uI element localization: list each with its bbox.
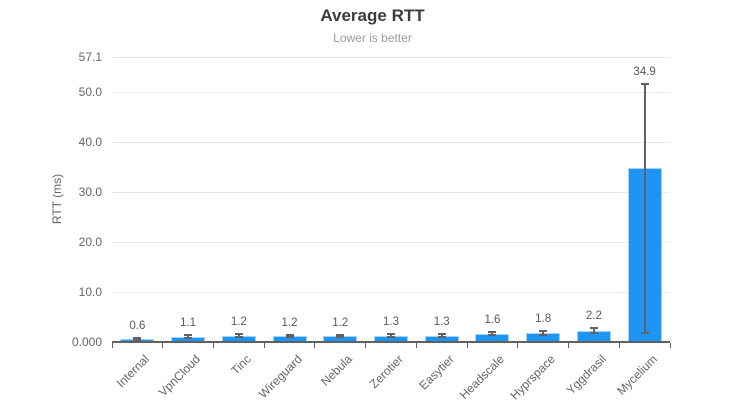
y-tick-label: 0.000 [71,335,102,349]
error-bar-line [390,334,392,337]
bar-value-label: 1.2 [332,316,349,329]
bar-value-label: 34.9 [633,65,656,78]
error-bar-cap-top [184,333,193,336]
error-bar-line [643,83,646,333]
error-bar-cap-top [234,333,243,336]
error-bar-cap-top [640,82,649,85]
error-bar-line [440,333,443,337]
x-axis-tick [263,343,265,348]
error-bar-cap-top [437,332,446,335]
error-bar-cap-top [133,336,142,339]
x-axis-line [112,341,670,343]
x-axis-tick [568,343,570,348]
bar-value-label: 1.6 [484,314,501,327]
gridline [112,91,670,93]
gridline [112,56,670,58]
error-bar-line [491,332,494,336]
bar-value-label: 1.3 [433,315,450,328]
error-bar-line [542,331,545,335]
y-tick-label: 50.0 [78,85,102,100]
x-axis-tick [111,343,113,348]
error-bar-cap-bottom [437,335,446,338]
bar-value-label: 1.2 [230,316,247,329]
x-axis-tick [212,343,214,348]
error-bar-line [136,337,139,341]
error-bar-cap-top [488,331,497,334]
x-axis-label-internal: Internal [114,352,153,391]
error-bar-cap-bottom [184,336,193,339]
x-axis-tick [466,343,468,348]
plot-area: 0.000 10.0 20.0 30.0 40.0 50.0 57.1 0.6 Internal… [72,50,671,400]
error-bar-line [288,334,291,337]
error-bar-cap-top [387,333,395,335]
bar-value-label: 1.1 [180,316,197,329]
error-bar-cap-bottom [234,336,243,338]
error-bar-cap-top [539,330,548,333]
error-bar-line [339,334,342,337]
chart-subtitle: Lower is better [333,31,412,45]
bar-value-label: 1.2 [281,316,298,329]
error-bar-line [187,334,190,338]
gridline [112,141,670,143]
error-bar-line [237,334,240,337]
bar-value-label: 1.8 [535,313,552,326]
x-axis-tick [365,343,367,348]
bar-value-label: 1.3 [383,316,399,328]
error-bar-cap-bottom [387,335,395,338]
x-axis-tick [669,343,671,348]
error-bar-cap-top [336,333,345,336]
y-tick-label: 57.1 [78,50,102,64]
error-bar-cap-bottom [336,336,345,338]
x-axis-tick [517,343,519,348]
y-tick-label: 20.0 [78,235,102,250]
chart-title: Average RTT [320,6,425,25]
error-bar-line [592,328,595,333]
y-tick-label: 30.0 [78,185,102,200]
error-bar-cap-top [285,333,294,336]
gridline [112,191,670,193]
bar-value-label: 2.2 [585,310,602,323]
y-tick-label: 40.0 [78,135,102,150]
error-bar-cap-top [589,327,598,330]
error-bar-cap-bottom [133,339,142,342]
x-axis-tick [314,343,316,348]
x-axis-tick [415,343,417,348]
gridline [112,291,670,293]
y-tick-label: 10.0 [78,285,102,300]
error-bar-cap-bottom [640,332,649,335]
error-bar-cap-bottom [285,336,294,338]
bar-value-label: 0.6 [129,319,146,332]
error-bar-cap-bottom [589,332,598,335]
error-bar-cap-bottom [488,334,497,337]
x-axis-tick [162,343,164,348]
x-axis-tick [618,343,620,348]
gridline [112,241,670,243]
error-bar-cap-bottom [539,333,548,336]
